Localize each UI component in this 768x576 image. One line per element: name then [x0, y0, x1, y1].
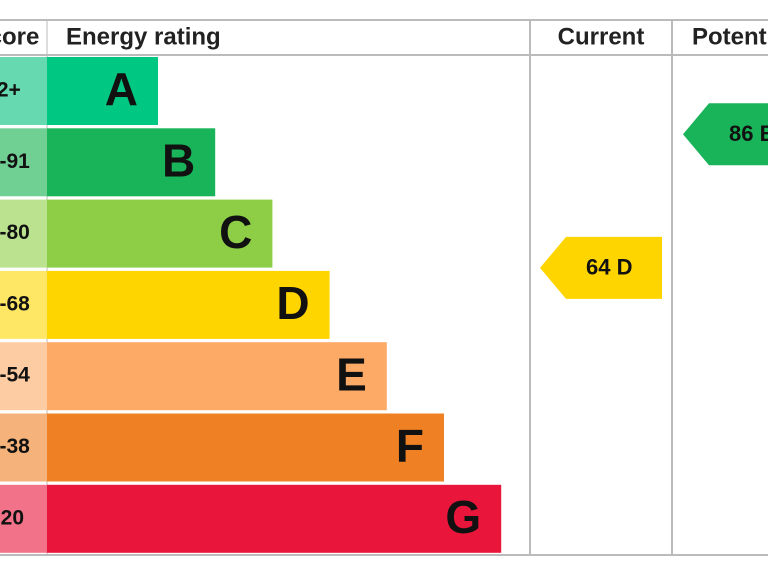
rating-letter: G [445, 491, 481, 543]
rating-letter: D [276, 277, 309, 329]
rating-bar [47, 57, 158, 125]
score-cell [0, 199, 47, 268]
rating-letter: A [105, 63, 138, 115]
score-label: 92+ [0, 79, 21, 102]
score-cell [0, 57, 47, 125]
score-label: 21-38 [0, 435, 30, 458]
score-cell [0, 484, 47, 553]
rating-bar [47, 342, 387, 411]
header: Potential [692, 23, 768, 50]
rating-letter: F [396, 420, 424, 472]
score-cell [0, 128, 47, 197]
current-arrow [540, 236, 662, 299]
score-label: 1-20 [0, 506, 24, 529]
header: Energy rating [66, 23, 221, 50]
current-label: 64 D [586, 255, 632, 280]
rating-letter: E [336, 348, 367, 400]
rating-letter: B [162, 134, 195, 186]
potential-label: 86 B [729, 121, 768, 146]
rating-bar [47, 199, 273, 268]
header: Current [558, 23, 645, 50]
score-label: 55-68 [0, 292, 30, 315]
rating-bar [47, 128, 216, 197]
rating-bar [47, 484, 502, 553]
score-label: 81-91 [0, 150, 30, 173]
header: Score [0, 23, 39, 50]
rating-letter: C [219, 206, 252, 258]
score-label: 69-80 [0, 221, 30, 244]
score-cell [0, 413, 47, 482]
rating-bar [47, 270, 330, 339]
score-label: 39-54 [0, 364, 30, 387]
score-cell [0, 342, 47, 411]
rating-bar [47, 413, 444, 482]
potential-arrow [683, 103, 768, 166]
score-cell [0, 270, 47, 339]
